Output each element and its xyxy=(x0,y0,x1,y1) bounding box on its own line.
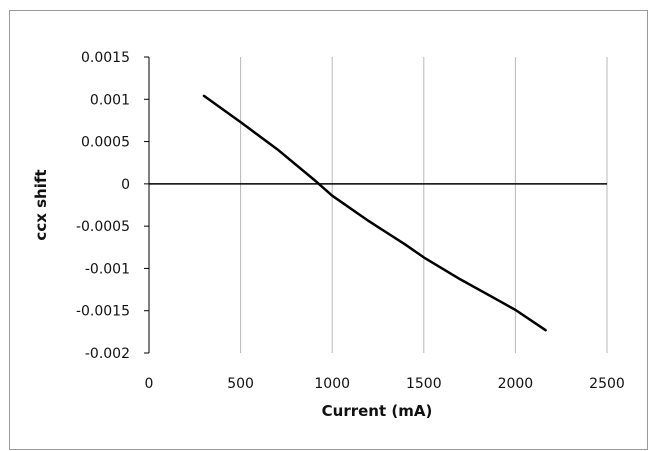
series-layer xyxy=(202,94,547,332)
y-tick-label: 0.0005 xyxy=(81,135,130,151)
x-axis-title: Current (mA) xyxy=(322,402,433,420)
y-tick-label: 0 xyxy=(121,177,130,193)
x-tick-label: 500 xyxy=(227,376,254,392)
y-tick-label: -0.001 xyxy=(85,261,130,277)
axes xyxy=(144,56,607,354)
gridlines xyxy=(240,57,608,353)
x-tick-label: 2000 xyxy=(498,376,534,392)
x-tick-labels: 0 500 1000 1500 2000 2500 xyxy=(145,376,625,392)
y-axis-title: ccx shift xyxy=(32,169,50,240)
x-tick-label: 1500 xyxy=(406,376,442,392)
y-tick-label: -0.0005 xyxy=(76,219,130,235)
series-line-0 xyxy=(202,94,547,332)
y-tick-label: 0.001 xyxy=(90,92,130,108)
x-tick-label: 0 xyxy=(145,376,154,392)
y-tick-label: -0.002 xyxy=(85,346,130,362)
y-tick-labels: 0.0015 0.001 0.0005 0 -0.0005 -0.001 -0.0015 -0… xyxy=(76,50,130,362)
y-tick-label: -0.0015 xyxy=(76,304,130,320)
chart-frame xyxy=(9,10,648,450)
y-tick-label: 0.0015 xyxy=(81,50,130,66)
x-tick-label: 1000 xyxy=(314,376,350,392)
x-tick-label: 2500 xyxy=(589,376,625,392)
